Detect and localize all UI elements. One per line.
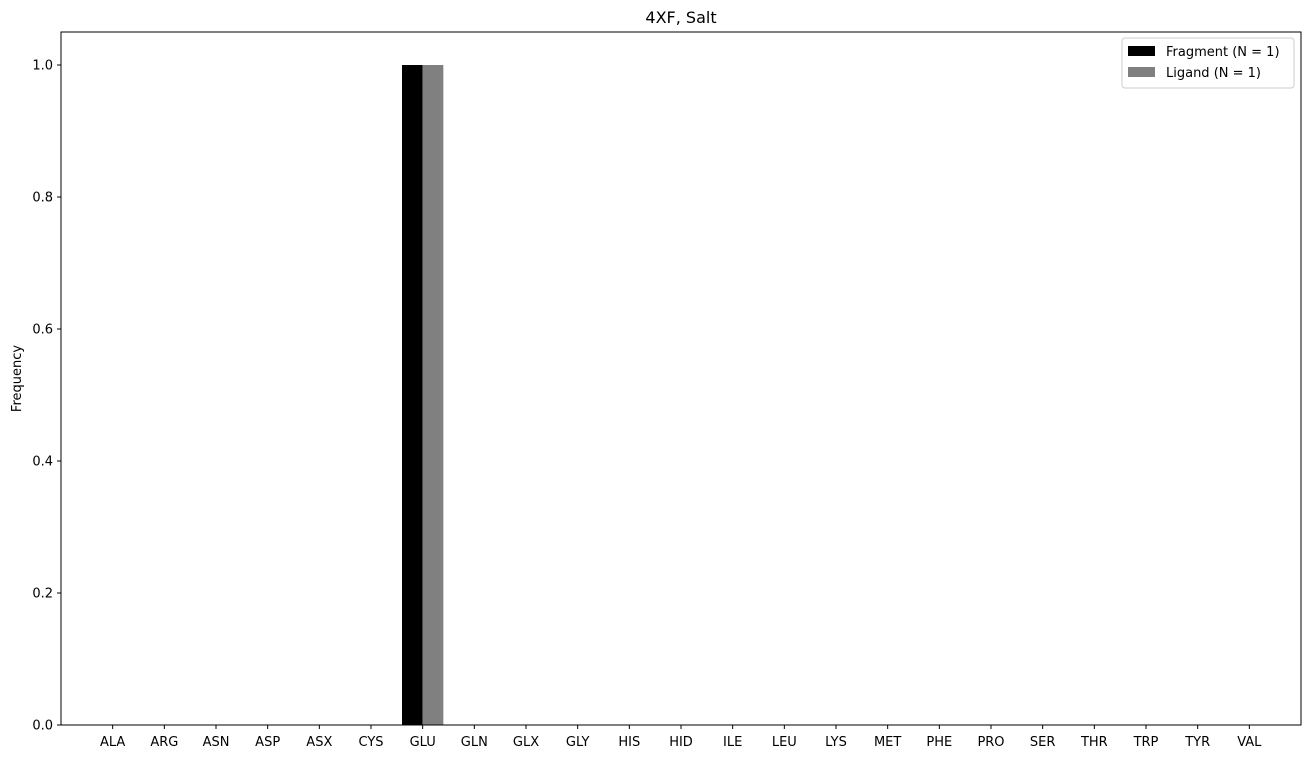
x-tick-label-ser: SER [1030, 735, 1056, 750]
chart-title: 4XF, Salt [645, 8, 716, 27]
x-tick-label-glu: GLU [410, 735, 436, 750]
x-tick-label-pro: PRO [977, 735, 1004, 750]
bar-fragment-glu [402, 65, 423, 725]
bars-layer [402, 65, 444, 725]
x-tick-label-gln: GLN [461, 735, 488, 750]
x-tick-label-tyr: TYR [1184, 735, 1210, 750]
legend-swatch-fragment [1128, 46, 1155, 56]
x-tick-label-met: MET [874, 735, 901, 750]
bar-ligand-glu [422, 65, 444, 725]
x-tick-label-lys: LYS [825, 735, 847, 750]
plot-frame [60, 31, 1302, 726]
x-tick-label-asn: ASN [203, 735, 230, 750]
x-tick-label-phe: PHE [926, 735, 952, 750]
y-tick-label: 0.0 [32, 719, 53, 734]
x-tick-label-his: HIS [618, 735, 640, 750]
x-tick-label-leu: LEU [772, 735, 797, 750]
y-tick-label: 0.8 [32, 191, 53, 206]
x-tick-label-gly: GLY [566, 735, 590, 750]
x-tick-label-glx: GLX [513, 735, 539, 750]
legend-swatch-ligand [1128, 67, 1155, 77]
legend-box [1121, 37, 1295, 89]
y-axis-ticks: 0.0 0.2 0.4 0.6 0.8 1.0 [32, 59, 61, 734]
x-tick-label-asp: ASP [255, 735, 280, 750]
x-tick-label-hid: HID [669, 735, 693, 750]
y-tick-label: 0.2 [32, 587, 53, 602]
legend: Fragment (N = 1) Ligand (N = 1) [1121, 37, 1295, 89]
x-tick-label-ala: ALA [100, 735, 125, 750]
x-tick-label-ile: ILE [723, 735, 742, 750]
legend-label-fragment: Fragment (N = 1) [1166, 45, 1280, 60]
x-tick-label-cys: CYS [358, 735, 383, 750]
x-tick-label-val: VAL [1237, 735, 1262, 750]
y-tick-label: 0.4 [32, 455, 53, 470]
y-axis-label: Frequency [10, 345, 25, 412]
x-tick-label-arg: ARG [150, 735, 178, 750]
x-tick-label-thr: THR [1080, 735, 1108, 750]
y-tick-label: 1.0 [32, 59, 53, 74]
legend-label-ligand: Ligand (N = 1) [1166, 66, 1261, 81]
x-tick-label-asx: ASX [306, 735, 332, 750]
x-axis-ticks: ALA ARG ASN ASP ASX CYS GLU GLN GLX GLY HIS HID ILE L… [100, 725, 1262, 750]
x-tick-label-trp: TRP [1133, 735, 1159, 750]
y-tick-label: 0.6 [32, 323, 53, 338]
